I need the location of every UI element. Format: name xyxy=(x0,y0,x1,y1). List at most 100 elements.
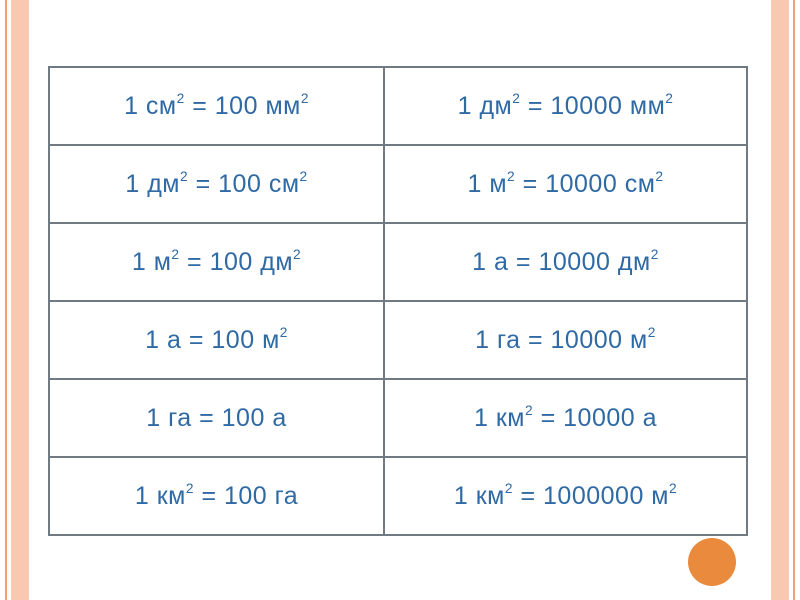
conversion-lhs: 1 км2 xyxy=(135,482,194,510)
rhs-unit: см xyxy=(625,170,656,198)
rhs-unit: м xyxy=(630,326,648,354)
rhs-value: 100 xyxy=(211,326,254,354)
lhs-sup: 2 xyxy=(186,481,194,496)
lhs-value: 1 xyxy=(475,326,489,354)
rhs-unit: а xyxy=(272,404,286,432)
lhs-value: 1 xyxy=(468,170,482,198)
conversion-rhs: 100 м2 xyxy=(211,326,288,354)
rhs-value: 10000 xyxy=(545,170,617,198)
conversion-rhs: 100 а xyxy=(222,404,287,432)
accent-dot-icon xyxy=(688,538,736,586)
lhs-unit: км xyxy=(496,404,525,432)
conversion-rhs: 1000000 м2 xyxy=(543,482,677,510)
area-units-table-body: 1 см2 = 100 мм21 дм2 = 10000 мм21 дм2 = … xyxy=(49,67,747,535)
conversion-cell: 1 м2 = 100 дм2 xyxy=(49,223,384,301)
lhs-unit: га xyxy=(497,326,520,354)
conversion-lhs: 1 км2 xyxy=(454,482,513,510)
conversion-cell: 1 а = 100 м2 xyxy=(49,301,384,379)
lhs-value: 1 xyxy=(135,482,149,510)
lhs-unit: км xyxy=(476,482,505,510)
lhs-unit: а xyxy=(494,248,508,276)
conversion-lhs: 1 м2 xyxy=(132,248,180,276)
conversion-rhs: 100 см2 xyxy=(218,170,308,198)
conversion-cell: 1 дм2 = 100 см2 xyxy=(49,145,384,223)
rhs-value: 100 xyxy=(210,248,253,276)
rhs-unit: мм xyxy=(265,92,300,120)
lhs-unit: см xyxy=(146,92,177,120)
lhs-value: 1 xyxy=(146,404,160,432)
table-row: 1 км2 = 100 га1 км2 = 1000000 м2 xyxy=(49,457,747,535)
equals-sign: = xyxy=(194,482,224,510)
rhs-value: 100 xyxy=(224,482,267,510)
rhs-unit: мм xyxy=(630,92,665,120)
rhs-sup: 2 xyxy=(669,481,677,496)
equals-sign: = xyxy=(515,170,545,198)
rhs-value: 100 xyxy=(218,170,261,198)
lhs-value: 1 xyxy=(124,92,138,120)
conversion-lhs: 1 дм2 xyxy=(125,170,188,198)
rhs-unit: м xyxy=(651,482,669,510)
rhs-unit: дм xyxy=(260,248,293,276)
rhs-value: 10000 xyxy=(551,326,623,354)
lhs-sup: 2 xyxy=(180,169,188,184)
conversion-cell: 1 дм2 = 10000 мм2 xyxy=(384,67,747,145)
rhs-sup: 2 xyxy=(665,91,673,106)
lhs-unit: а xyxy=(167,326,181,354)
equals-sign: = xyxy=(521,326,551,354)
conversion-lhs: 1 км2 xyxy=(474,404,533,432)
right-side-band xyxy=(765,0,795,600)
rhs-unit: см xyxy=(269,170,300,198)
conversion-rhs: 100 дм2 xyxy=(210,248,302,276)
conversion-cell: 1 га = 10000 м2 xyxy=(384,301,747,379)
content-area: 1 см2 = 100 мм21 дм2 = 10000 мм21 дм2 = … xyxy=(48,66,748,536)
lhs-sup: 2 xyxy=(171,247,179,262)
lhs-sup: 2 xyxy=(507,169,515,184)
conversion-rhs: 10000 а xyxy=(563,404,657,432)
rhs-sup: 2 xyxy=(301,91,309,106)
conversion-lhs: 1 га xyxy=(146,404,191,432)
conversion-rhs: 10000 см2 xyxy=(545,170,663,198)
lhs-value: 1 xyxy=(145,326,159,354)
lhs-unit: км xyxy=(157,482,186,510)
table-row: 1 а = 100 м21 га = 10000 м2 xyxy=(49,301,747,379)
equals-sign: = xyxy=(180,248,210,276)
rhs-sup: 2 xyxy=(651,247,659,262)
rhs-sup: 2 xyxy=(280,325,288,340)
equals-sign: = xyxy=(520,92,550,120)
lhs-value: 1 xyxy=(458,92,472,120)
conversion-lhs: 1 га xyxy=(475,326,520,354)
table-row: 1 м2 = 100 дм21 а = 10000 дм2 xyxy=(49,223,747,301)
conversion-lhs: 1 а xyxy=(472,248,508,276)
rhs-sup: 2 xyxy=(300,169,308,184)
rhs-value: 10000 xyxy=(550,92,622,120)
conversion-cell: 1 см2 = 100 мм2 xyxy=(49,67,384,145)
conversion-cell: 1 км2 = 100 га xyxy=(49,457,384,535)
lhs-unit: м xyxy=(154,248,172,276)
conversion-rhs: 100 га xyxy=(224,482,298,510)
rhs-sup: 2 xyxy=(648,325,656,340)
lhs-value: 1 xyxy=(125,170,139,198)
conversion-lhs: 1 см2 xyxy=(124,92,185,120)
equals-sign: = xyxy=(181,326,211,354)
equals-sign: = xyxy=(508,248,538,276)
lhs-unit: га xyxy=(168,404,191,432)
lhs-unit: дм xyxy=(479,92,512,120)
conversion-cell: 1 м2 = 10000 см2 xyxy=(384,145,747,223)
conversion-lhs: 1 м2 xyxy=(468,170,516,198)
rhs-unit: м xyxy=(262,326,280,354)
equals-sign: = xyxy=(185,92,215,120)
lhs-sup: 2 xyxy=(512,91,520,106)
rhs-value: 100 xyxy=(222,404,265,432)
lhs-value: 1 xyxy=(454,482,468,510)
lhs-unit: дм xyxy=(147,170,180,198)
rhs-sup: 2 xyxy=(293,247,301,262)
equals-sign: = xyxy=(192,404,222,432)
conversion-rhs: 10000 м2 xyxy=(551,326,656,354)
equals-sign: = xyxy=(188,170,218,198)
rhs-unit: а xyxy=(643,404,657,432)
conversion-cell: 1 га = 100 а xyxy=(49,379,384,457)
lhs-sup: 2 xyxy=(177,91,185,106)
rhs-value: 1000000 xyxy=(543,482,644,510)
rhs-unit: га xyxy=(275,482,298,510)
conversion-lhs: 1 а xyxy=(145,326,181,354)
